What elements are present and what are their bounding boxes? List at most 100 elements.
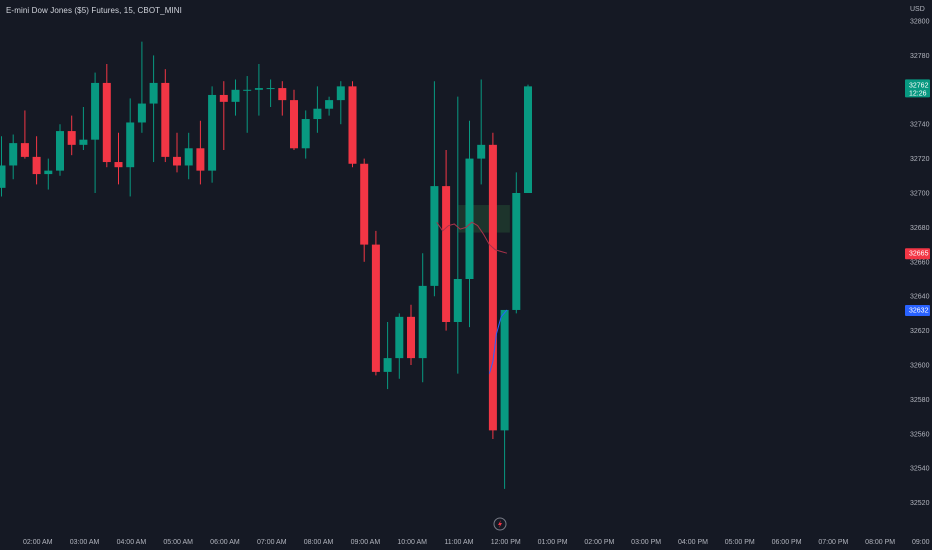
blue-line-badge-bg bbox=[905, 304, 930, 316]
price-tick-label: 32740 bbox=[910, 122, 930, 129]
candle bbox=[512, 172, 521, 314]
time-tick-label: 03:00 PM bbox=[631, 539, 661, 546]
price-tick-label: 32560 bbox=[910, 431, 930, 438]
candle bbox=[137, 41, 146, 133]
candle bbox=[161, 69, 170, 163]
price-tick-label: 32700 bbox=[910, 191, 930, 198]
blue-line-badge: 32632 bbox=[905, 304, 930, 316]
candle bbox=[32, 136, 41, 185]
red-line-value-label: 32665 bbox=[909, 251, 929, 258]
blue-indicator-line bbox=[488, 309, 508, 374]
time-axis[interactable]: 02:00 AM 03:00 AM 04:00 AM 05:00 AM 06:00 AM… bbox=[23, 539, 932, 546]
candle bbox=[395, 313, 404, 379]
candle-body bbox=[102, 82, 111, 163]
currency-label: USD bbox=[910, 6, 925, 13]
time-tick-label: 06:00 PM bbox=[772, 539, 802, 546]
candle-body bbox=[360, 163, 369, 245]
candle-body bbox=[453, 279, 462, 322]
candle bbox=[278, 81, 287, 116]
candle-body bbox=[524, 86, 532, 193]
price-tick-label: 32600 bbox=[910, 363, 930, 370]
price-tick-label: 32720 bbox=[910, 156, 930, 163]
time-tick-label: 04:00 PM bbox=[678, 539, 708, 546]
candle-body bbox=[243, 89, 252, 91]
time-tick-label: 06:00 AM bbox=[210, 539, 240, 546]
time-tick-label: 09:00 PM bbox=[912, 539, 932, 546]
candle bbox=[453, 96, 462, 374]
candle-body bbox=[67, 131, 76, 145]
time-tick-label: 05:00 PM bbox=[725, 539, 755, 546]
candle-body bbox=[278, 88, 287, 101]
time-tick-label: 12:00 PM bbox=[491, 539, 521, 546]
price-badges: 32762 12:26 32665 32632 bbox=[905, 79, 930, 316]
symbol-title[interactable]: E-mini Dow Jones ($5) Futures, 15, CBOT_… bbox=[6, 6, 183, 15]
candle bbox=[442, 150, 451, 331]
candle-body bbox=[348, 86, 357, 164]
time-tick-label: 03:00 AM bbox=[70, 539, 100, 546]
candle-body bbox=[383, 358, 392, 372]
price-tick-label: 32580 bbox=[910, 397, 930, 404]
candle bbox=[325, 96, 334, 116]
time-tick-label: 07:00 AM bbox=[257, 539, 287, 546]
candle-body bbox=[254, 88, 263, 90]
candle-body bbox=[418, 285, 427, 359]
candle bbox=[254, 64, 263, 116]
candle-body bbox=[208, 94, 217, 171]
candle bbox=[313, 86, 322, 133]
candle-body bbox=[173, 156, 181, 166]
candle-body bbox=[301, 119, 310, 149]
candle bbox=[219, 81, 228, 150]
time-tick-label: 11:00 AM bbox=[444, 539, 473, 546]
candle bbox=[524, 84, 532, 193]
indicator-lines-layer bbox=[436, 221, 508, 374]
time-tick-label: 08:00 PM bbox=[865, 539, 895, 546]
candle-body bbox=[407, 316, 415, 359]
candle-body bbox=[442, 186, 451, 322]
candle bbox=[0, 136, 6, 197]
candle-body bbox=[371, 244, 380, 372]
candle-body bbox=[56, 131, 64, 171]
candle bbox=[371, 230, 380, 376]
candle bbox=[383, 322, 392, 390]
time-tick-label: 10:00 AM bbox=[397, 539, 427, 546]
candle bbox=[102, 64, 111, 168]
time-tick-label: 02:00 AM bbox=[23, 539, 53, 546]
candle bbox=[56, 124, 64, 176]
candle-body bbox=[137, 103, 146, 123]
candle bbox=[243, 76, 252, 133]
candle-body bbox=[91, 82, 100, 140]
candle-body bbox=[290, 100, 298, 149]
time-tick-label: 07:00 PM bbox=[818, 539, 848, 546]
red-indicator-line bbox=[436, 221, 508, 254]
replay-lightning-icon[interactable] bbox=[493, 517, 507, 531]
last-price-badge: 32762 12:26 bbox=[905, 79, 930, 98]
candle-body bbox=[20, 143, 29, 157]
candle bbox=[407, 304, 415, 365]
candle-body bbox=[114, 162, 123, 168]
candle bbox=[9, 134, 18, 180]
candle-body bbox=[430, 186, 439, 286]
candle-body bbox=[266, 88, 275, 90]
candle-body bbox=[219, 94, 228, 102]
candle bbox=[196, 120, 205, 185]
candle bbox=[231, 79, 240, 116]
candle-body bbox=[336, 86, 345, 101]
candle bbox=[149, 55, 158, 163]
countdown-label: 12:26 bbox=[909, 90, 927, 97]
candle bbox=[79, 107, 88, 150]
candle bbox=[418, 253, 427, 383]
candle-body bbox=[44, 170, 53, 175]
price-tick-label: 32660 bbox=[910, 259, 930, 266]
candle-body bbox=[196, 148, 205, 171]
candle-body bbox=[231, 89, 240, 102]
candle bbox=[208, 86, 217, 183]
price-tick-label: 32800 bbox=[910, 19, 930, 26]
price-tick-label: 32680 bbox=[910, 225, 930, 232]
last-price-badge-bg bbox=[905, 79, 930, 98]
time-tick-label: 08:00 AM bbox=[304, 539, 334, 546]
candle-body bbox=[9, 143, 18, 166]
candle bbox=[184, 132, 193, 180]
candle bbox=[336, 81, 345, 125]
candle bbox=[126, 98, 135, 197]
